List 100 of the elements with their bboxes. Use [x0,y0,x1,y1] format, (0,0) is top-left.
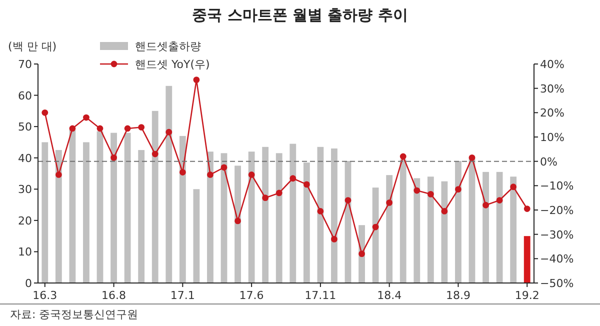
bar [110,132,117,283]
point [344,197,352,204]
x-tick-label: 16.3 [32,289,58,302]
legend-label: 핸드셋 YoY(우) [135,58,210,71]
point [386,200,393,206]
x-tick-label: 17.11 [304,289,336,302]
point [372,224,379,230]
bar [55,150,62,283]
bar [482,172,489,283]
point [524,206,530,212]
point [110,154,117,161]
point [468,154,476,161]
point [482,202,489,208]
y2-tick-label: −20% [540,204,574,217]
point [234,218,241,224]
y-tick-label: 0 [25,277,32,290]
bar [372,188,379,283]
legend-label: 핸드셋출하량 [135,40,201,53]
bar [96,131,104,283]
bar [303,162,310,283]
point [290,175,296,182]
y2-tick-label: 40% [540,58,564,71]
x-tick-label: 18.9 [446,289,470,302]
text: 자료: 중국정보통신연구원 [10,308,138,321]
y2-tick-label: 30% [540,82,564,96]
point [441,208,448,214]
point [207,172,214,178]
point [124,125,131,132]
y-tick-label: 40 [18,152,32,165]
point [193,76,200,84]
bar [290,144,296,283]
point [69,125,76,132]
point [331,236,338,242]
bar [496,172,503,283]
bar [69,130,76,283]
bar [248,152,255,283]
point [262,194,269,202]
point [248,172,255,178]
bar [234,166,241,283]
x-tick-label: 16.8 [102,289,126,302]
bar [179,136,186,283]
bar [83,142,90,283]
bar [524,236,530,283]
y2-tick-label: −50% [540,277,574,290]
bar [152,110,158,283]
y-tick-label: 50 [18,120,32,134]
point [427,190,434,198]
y2-tick-label: 20% [540,106,564,120]
point [414,187,420,194]
y2-tick-label: −10% [540,180,574,193]
bar [262,146,269,283]
bar [510,176,517,283]
y2-tick-label: −40% [540,252,574,266]
x-tick-label: 17.6 [239,289,264,302]
y-tick-label: 20 [18,214,32,228]
point [455,186,462,193]
point [152,150,158,158]
point [96,125,104,132]
y2-tick-label: 0% [540,155,558,168]
y2-tick-label: −30% [540,228,574,242]
bar [138,150,145,283]
point [55,172,62,178]
chart-title: 중국 스마트폰 월별 출하량 추이 [192,6,408,24]
bar [166,86,172,283]
bar [42,142,48,283]
bar [193,189,200,283]
bar [455,160,462,283]
point [496,197,503,204]
y-tick-label: 10 [18,246,32,259]
point [220,164,228,171]
bar [414,178,420,283]
point [166,128,172,136]
y-tick-label: 70 [18,58,32,71]
point [138,124,145,130]
bar [276,153,282,283]
x-tick-label: 19.2 [514,289,540,302]
point [276,190,282,196]
point [179,169,186,176]
bar [220,153,228,283]
bar [207,152,214,283]
y-tick-label: 60 [18,89,32,102]
y-axis-title: (백 만 대) [8,40,57,53]
bar [331,148,338,283]
y2-tick-label: 10% [540,131,564,144]
bar [386,175,393,283]
point [510,184,517,190]
point [317,208,324,214]
bar [344,160,352,283]
bar [400,159,406,283]
bar [124,132,131,283]
point [400,153,406,160]
bar [427,176,434,283]
y-tick-label: 30 [18,183,32,196]
bar [317,146,324,283]
x-tick-label: 17.1 [170,289,195,302]
point [83,114,90,121]
x-tick-label: 18.4 [377,289,402,302]
point [303,181,310,188]
point [42,109,48,116]
point [358,250,365,257]
